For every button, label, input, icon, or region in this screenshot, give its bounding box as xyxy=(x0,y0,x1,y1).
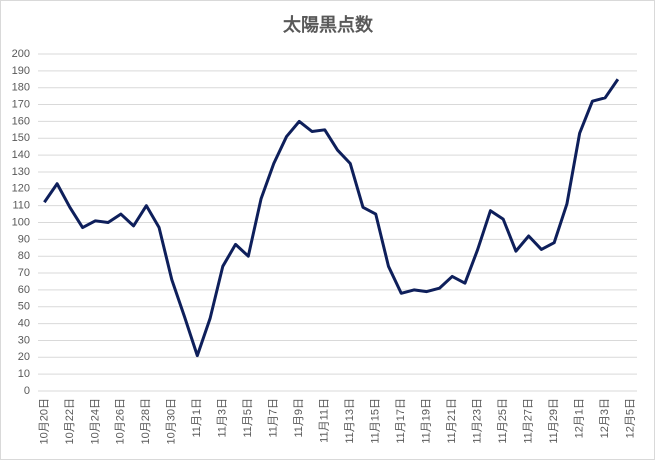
x-tick-label: 11月23日 xyxy=(472,398,484,444)
y-tick-label: 70 xyxy=(18,267,30,279)
x-tick-label: 10月30日 xyxy=(166,398,178,444)
x-tick-label: 11月5日 xyxy=(242,398,254,438)
y-tick-label: 200 xyxy=(12,48,30,60)
y-tick-label: 0 xyxy=(24,385,30,397)
y-tick-label: 30 xyxy=(18,334,30,346)
y-tick-label: 140 xyxy=(12,149,30,161)
y-tick-label: 120 xyxy=(12,183,30,195)
y-tick-label: 10 xyxy=(18,368,30,380)
y-tick-label: 80 xyxy=(18,250,30,262)
x-tick-label: 11月27日 xyxy=(523,398,535,444)
y-tick-label: 50 xyxy=(18,301,30,313)
x-tick-label: 11月1日 xyxy=(191,398,203,438)
x-tick-label: 11月19日 xyxy=(421,398,433,444)
x-tick-label: 11月11日 xyxy=(319,398,331,443)
x-tick-label: 11月9日 xyxy=(293,398,305,438)
x-tick-label: 11月17日 xyxy=(395,398,407,444)
y-tick-label: 110 xyxy=(12,200,30,212)
chart-title: 太陽黒点数 xyxy=(283,14,374,35)
x-tick-label: 10月22日 xyxy=(64,398,76,444)
x-tick-label: 11月29日 xyxy=(548,398,560,444)
x-tick-label: 11月25日 xyxy=(497,398,509,444)
x-tick-label: 12月1日 xyxy=(574,398,586,438)
x-tick-label: 12月5日 xyxy=(625,398,637,438)
x-tick-label: 11月21日 xyxy=(446,398,458,444)
y-tick-label: 60 xyxy=(18,284,30,296)
y-tick-label: 180 xyxy=(12,82,30,94)
x-tick-label: 11月15日 xyxy=(370,398,382,444)
x-tick-label: 11月13日 xyxy=(344,398,356,444)
y-tick-label: 170 xyxy=(12,98,30,110)
x-tick-label: 10月24日 xyxy=(89,398,101,444)
y-tick-label: 190 xyxy=(12,65,30,77)
y-tick-label: 130 xyxy=(12,166,30,178)
y-tick-label: 40 xyxy=(18,318,30,330)
y-tick-label: 160 xyxy=(12,115,30,127)
x-tick-label: 11月7日 xyxy=(268,398,280,438)
y-tick-label: 90 xyxy=(18,233,30,245)
x-tick-label: 11月3日 xyxy=(217,398,229,438)
y-tick-label: 100 xyxy=(12,216,30,228)
x-tick-label: 10月20日 xyxy=(38,398,50,444)
y-tick-label: 150 xyxy=(12,132,30,144)
y-tick-label: 20 xyxy=(18,351,30,363)
x-tick-label: 12月3日 xyxy=(599,398,611,438)
x-tick-label: 10月26日 xyxy=(115,398,127,444)
x-tick-label: 10月28日 xyxy=(140,398,152,444)
data-line xyxy=(43,78,620,358)
